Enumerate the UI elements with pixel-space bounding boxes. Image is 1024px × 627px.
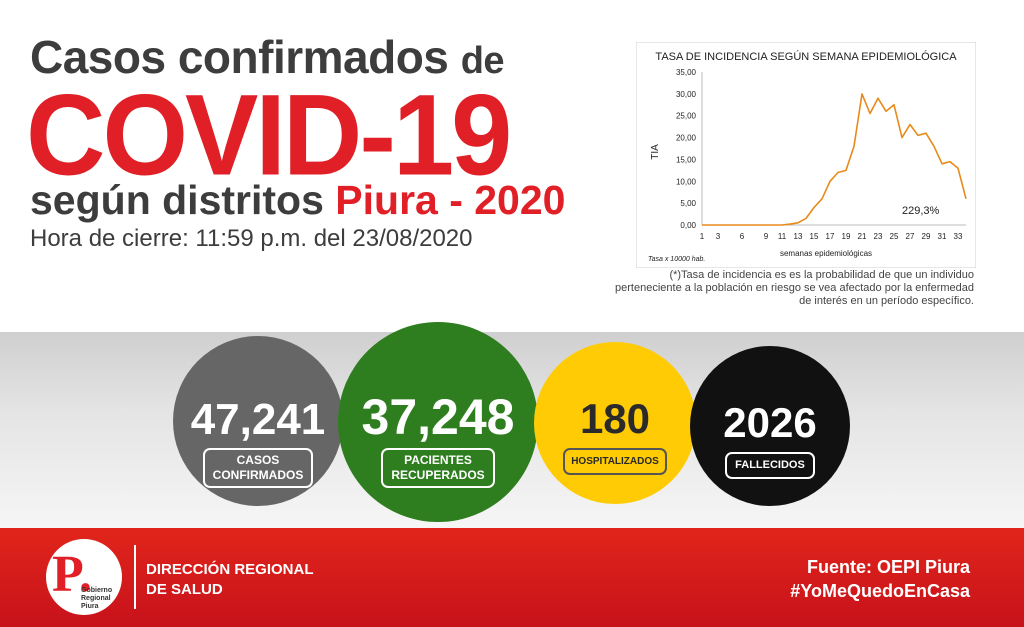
headline-line3: según distritos Piura - 2020 (30, 180, 565, 221)
chart-y-tick-label: 20,00 (676, 134, 697, 143)
chart-x-tick-label: 29 (922, 232, 931, 241)
confirmed-label-line1: CASOS (236, 453, 280, 467)
headline-region-year: Piura - 2020 (335, 177, 566, 223)
chart-x-tick-label: 13 (794, 232, 803, 241)
source-and-hashtag: Fuente: OEPI Piura #YoMeQuedoEnCasa (790, 555, 970, 603)
footer-bar (0, 528, 1024, 627)
chart-x-tick-label: 19 (842, 232, 851, 241)
deceased-value: 2026 (723, 399, 817, 446)
headline-districts: según distritos (30, 177, 324, 223)
chart-rate-footnote: Tasa x 10000 hab. (648, 256, 705, 263)
directorate-line1: DIRECCIÓN REGIONAL (146, 561, 314, 578)
closing-time: Hora de cierre: 11:59 p.m. del 23/08/202… (30, 225, 473, 252)
chart-x-tick-label: 1 (700, 232, 705, 241)
confirmed-cases-circle: 47,241 CASOS CONFIRMADOS (173, 336, 343, 506)
chart-y-tick-label: 0,00 (680, 221, 696, 230)
chart-x-axis-label: semanas epidemiológicas (780, 249, 872, 258)
chart-x-tick-label: 23 (874, 232, 883, 241)
recovered-patients-circle: 37,248 PACIENTES RECUPERADOS (338, 322, 538, 522)
logo-caption-line2: Regional (81, 595, 111, 602)
incidence-chart-svg: TASA DE INCIDENCIA SEGÚN SEMANA EPIDEMIO… (635, 41, 977, 269)
deceased-circle: 2026 FALLECIDOS (690, 346, 850, 506)
chart-y-tick-label: 25,00 (676, 112, 697, 121)
data-source: Fuente: OEPI Piura (806, 557, 970, 577)
confirmed-cases-value: 47,241 (190, 395, 326, 444)
chart-title: TASA DE INCIDENCIA SEGÚN SEMANA EPIDEMIO… (655, 50, 957, 63)
logo-letter: P. (52, 546, 92, 603)
chart-annotation: 229,3% (902, 205, 940, 217)
logo-caption: Gobierno Regional Piura (81, 587, 112, 611)
incidence-chart: TASA DE INCIDENCIA SEGÚN SEMANA EPIDEMIO… (635, 41, 977, 269)
chart-series (702, 93, 967, 226)
confirmed-label-line2: CONFIRMADOS (212, 468, 304, 482)
chart-definition-note: (*)Tasa de incidencia es es la probabili… (615, 269, 974, 307)
chart-x-tick-label: 31 (938, 232, 947, 241)
chart-y-tick-label: 30,00 (676, 90, 697, 99)
chart-x-tick-label: 9 (764, 232, 769, 241)
chart-y-tick-label: 5,00 (680, 199, 696, 208)
recovered-label-line2: RECUPERADOS (391, 468, 485, 482)
headline-line1: Casos confirmados de (30, 31, 505, 83)
logo-caption-line1: Gobierno (81, 587, 113, 594)
chart-y-tick-label: 35,00 (676, 68, 697, 77)
regional-government-logo (46, 539, 122, 615)
hospitalized-label: HOSPITALIZADOS (563, 448, 667, 475)
confirmed-cases-label: CASOS CONFIRMADOS (202, 448, 314, 488)
headline-small: de (460, 40, 505, 82)
recovered-patients-label: PACIENTES RECUPERADOS (381, 448, 495, 488)
chart-x-tick-label: 21 (858, 232, 867, 241)
directorate-line2: DE SALUD (146, 581, 223, 598)
chart-x-tick-label: 6 (740, 232, 745, 241)
chart-x-tick-label: 25 (890, 232, 899, 241)
footer-divider (134, 545, 136, 609)
chart-y-tick-label: 15,00 (676, 155, 697, 164)
hospitalized-value: 180 (579, 395, 651, 442)
headline-covid: COVID-19 (26, 70, 512, 200)
headline-main: Casos confirmados (30, 31, 449, 83)
recovered-label-line1: PACIENTES (404, 453, 472, 467)
chart-x-tick-label: 27 (906, 232, 915, 241)
hospitalized-circle: 180 HOSPITALIZADOS (534, 342, 696, 504)
hashtag: #YoMeQuedoEnCasa (790, 581, 970, 601)
chart-y-tick-label: 10,00 (676, 177, 697, 186)
deceased-label: FALLECIDOS (725, 452, 815, 479)
incidence-series-line (702, 93, 967, 226)
chart-y-axis-label: TIA (650, 144, 661, 160)
logo-caption-line3: Piura (81, 603, 99, 610)
chart-x-tick-label: 11 (778, 232, 787, 241)
chart-x-tick-label: 3 (716, 232, 721, 241)
chart-x-tick-label: 17 (826, 232, 835, 241)
chart-x-tick-label: 15 (810, 232, 819, 241)
chart-x-tick-label: 33 (954, 232, 963, 241)
health-directorate: DIRECCIÓN REGIONAL DE SALUD (146, 560, 314, 600)
recovered-patients-value: 37,248 (361, 389, 515, 445)
